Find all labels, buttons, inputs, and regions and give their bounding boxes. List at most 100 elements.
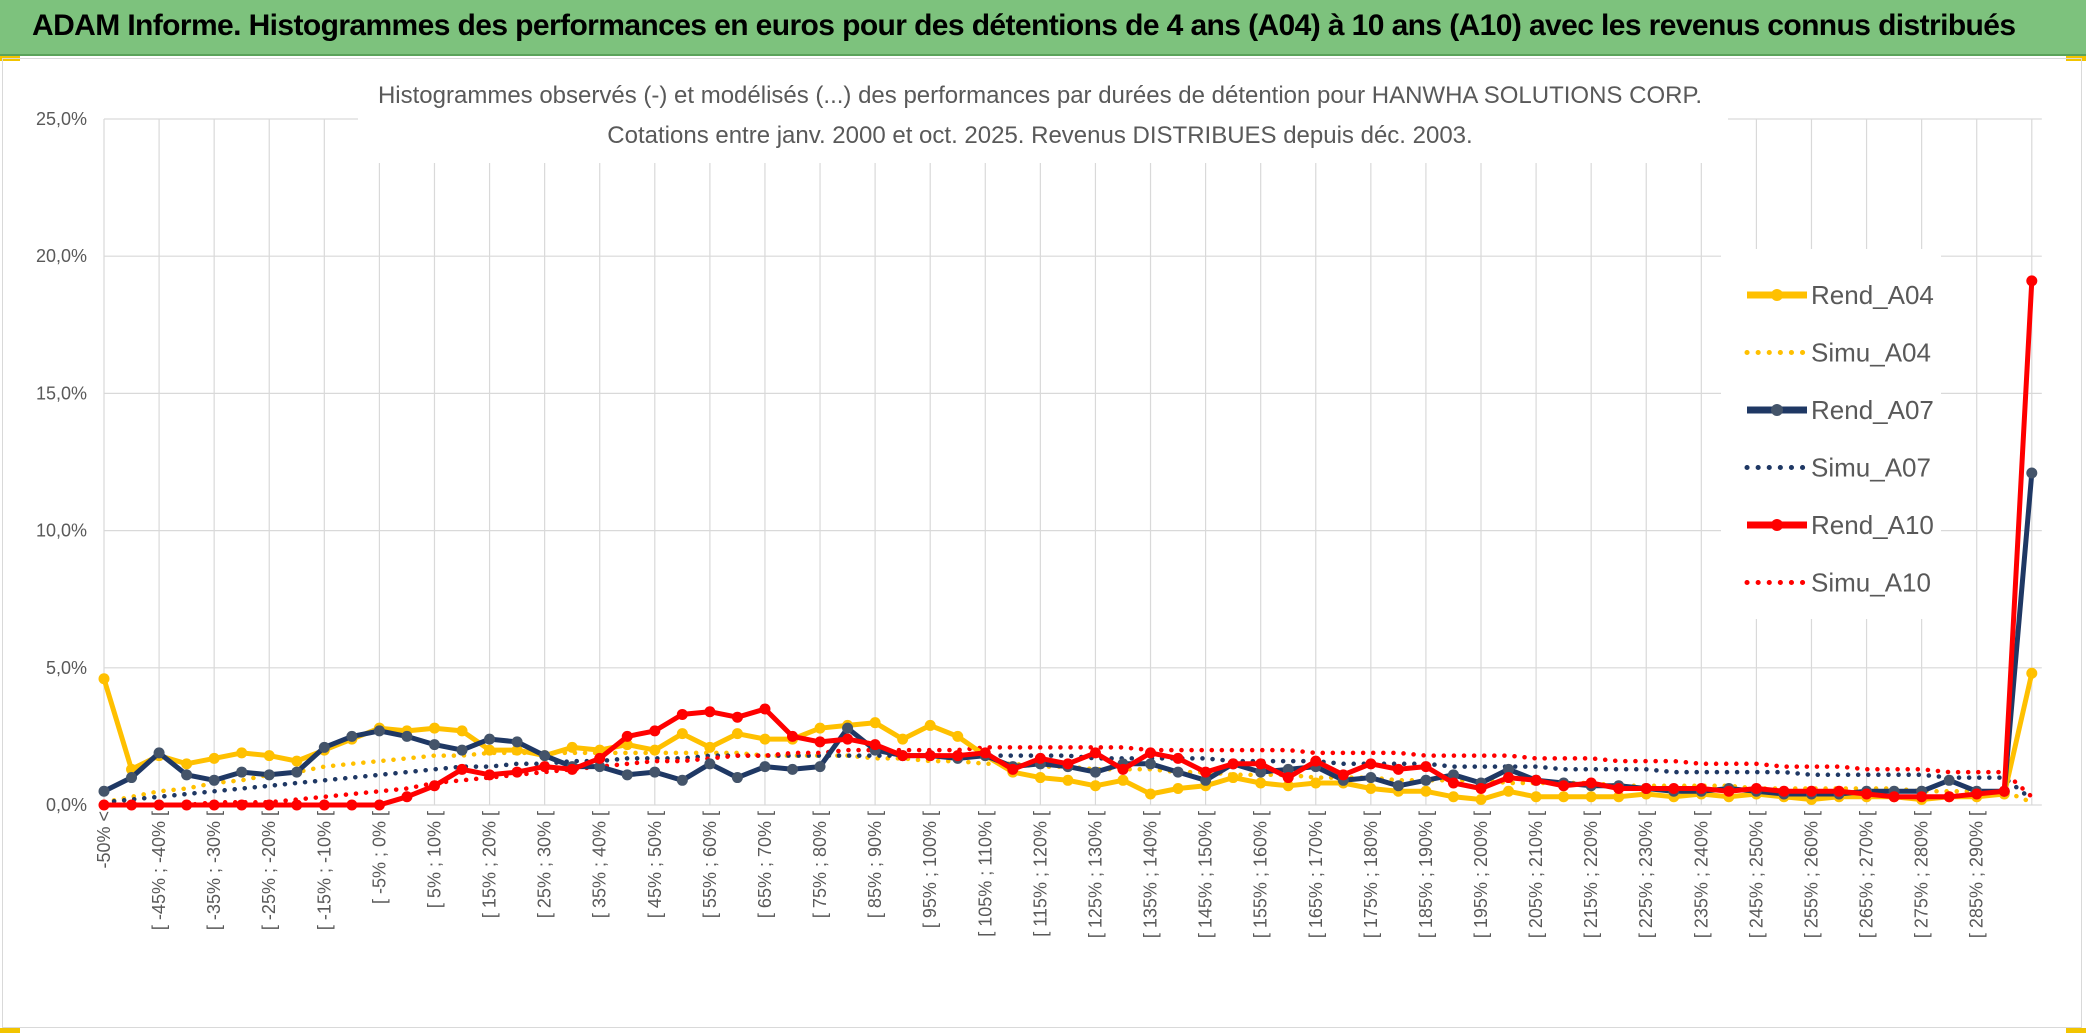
data-point	[814, 736, 826, 748]
corner-accent-bottom-right	[2066, 1028, 2086, 1033]
data-point	[1392, 763, 1404, 775]
data-point	[759, 733, 771, 745]
data-point	[1888, 791, 1900, 803]
data-point	[208, 774, 220, 786]
data-point	[731, 711, 743, 723]
data-point	[731, 728, 743, 740]
data-point	[1392, 780, 1404, 792]
data-point	[126, 799, 138, 811]
data-point	[621, 730, 633, 742]
x-tick-label: [ 145% ; 150% [	[1196, 811, 1216, 938]
data-point	[1613, 783, 1625, 795]
chart-frame: Histogrammes observés (-) et modélisés (…	[2, 58, 2082, 1028]
x-tick-label: [ 5% ; 10% [	[424, 811, 444, 908]
data-point	[208, 799, 220, 811]
legend-label: Rend_A07	[1811, 395, 1934, 425]
series-Simu_A07	[101, 753, 2035, 805]
data-point	[1778, 785, 1790, 797]
data-point	[1117, 774, 1129, 786]
data-point	[236, 747, 248, 759]
data-point	[1503, 772, 1515, 784]
data-point	[484, 733, 496, 745]
data-point	[1585, 791, 1597, 803]
data-point	[924, 719, 936, 731]
data-point	[1062, 774, 1074, 786]
data-point	[676, 728, 688, 740]
data-point	[539, 750, 551, 762]
data-point	[318, 799, 330, 811]
data-point	[1282, 772, 1294, 784]
data-point	[1227, 758, 1239, 770]
data-point	[428, 780, 440, 792]
data-point	[869, 717, 881, 729]
data-point	[181, 799, 193, 811]
data-point	[649, 766, 661, 778]
legend-label: Simu_A10	[1811, 568, 1931, 598]
data-point	[1145, 747, 1157, 759]
x-tick-label: [ 175% ; 180% [	[1361, 811, 1381, 938]
x-tick-label: [ 275% ; 280% [	[1912, 811, 1932, 938]
data-point	[1585, 777, 1597, 789]
data-point	[1916, 791, 1928, 803]
data-point	[1282, 763, 1294, 775]
data-point	[1282, 780, 1294, 792]
data-point	[566, 741, 578, 753]
data-point	[98, 799, 110, 811]
x-tick-label: [ 185% ; 190% [	[1416, 811, 1436, 938]
series-layer	[98, 275, 2038, 811]
title-background	[358, 63, 1728, 163]
data-point	[1145, 788, 1157, 800]
data-point	[1971, 788, 1983, 800]
data-point	[594, 752, 606, 764]
y-tick-label: 5,0%	[46, 658, 87, 678]
x-tick-label: [ 165% ; 170% [	[1306, 811, 1326, 938]
data-point	[511, 766, 523, 778]
x-tick-label: [ 55% ; 60% [	[700, 811, 720, 918]
legend-label: Simu_A07	[1811, 453, 1931, 483]
x-tick-label: [ 245% ; 250% [	[1746, 811, 1766, 938]
data-point	[704, 741, 716, 753]
y-axis-ticks: 0,0% 5,0% 10,0% 15,0% 20,0% 25,0%	[36, 109, 87, 815]
data-point	[428, 722, 440, 734]
data-point	[1227, 772, 1239, 784]
data-point	[1255, 777, 1267, 789]
corner-accent-bottom-left	[0, 1028, 20, 1033]
data-point	[1172, 766, 1184, 778]
x-tick-label: [ 125% ; 130% [	[1085, 811, 1105, 938]
x-tick-label: [ 265% ; 270% [	[1857, 811, 1877, 938]
legend-item-Simu_A10: Simu_A10	[1744, 568, 1931, 598]
legend-marker	[1771, 289, 1783, 301]
data-point	[181, 758, 193, 770]
data-point	[1200, 766, 1212, 778]
data-point	[1861, 788, 1873, 800]
x-tick-label: [ 115% ; 120% [	[1030, 811, 1050, 937]
data-point	[594, 744, 606, 756]
x-tick-label: [ 205% ; 210% [	[1526, 811, 1546, 938]
x-tick-label: [ 285% ; 290% [	[1967, 811, 1987, 938]
y-tick-label: 0,0%	[46, 795, 87, 815]
data-point	[842, 722, 854, 734]
data-point	[1310, 755, 1322, 767]
x-tick-label: [ 95% ; 100% [	[920, 811, 940, 928]
gridlines	[103, 118, 2042, 806]
data-point	[731, 772, 743, 784]
x-tick-label: [ -5% ; 0% [	[369, 811, 389, 904]
series-line-Simu_A07	[101, 753, 2035, 805]
x-tick-label: [ 235% ; 240% [	[1691, 811, 1711, 938]
legend-marker	[1771, 404, 1783, 416]
data-point	[263, 750, 275, 762]
data-point	[676, 774, 688, 786]
data-point	[1613, 791, 1625, 803]
data-point	[373, 799, 385, 811]
legend-item-Simu_A04: Simu_A04	[1744, 338, 1931, 368]
data-point	[1365, 783, 1377, 795]
data-point	[1007, 763, 1019, 775]
data-point	[566, 763, 578, 775]
data-point	[1255, 766, 1267, 778]
legend-label: Rend_A04	[1811, 280, 1934, 310]
data-point	[759, 703, 771, 715]
data-point	[539, 761, 551, 773]
data-point	[1310, 777, 1322, 789]
data-point	[1668, 783, 1680, 795]
x-tick-label: [ -25% ; -20% [	[259, 811, 279, 930]
